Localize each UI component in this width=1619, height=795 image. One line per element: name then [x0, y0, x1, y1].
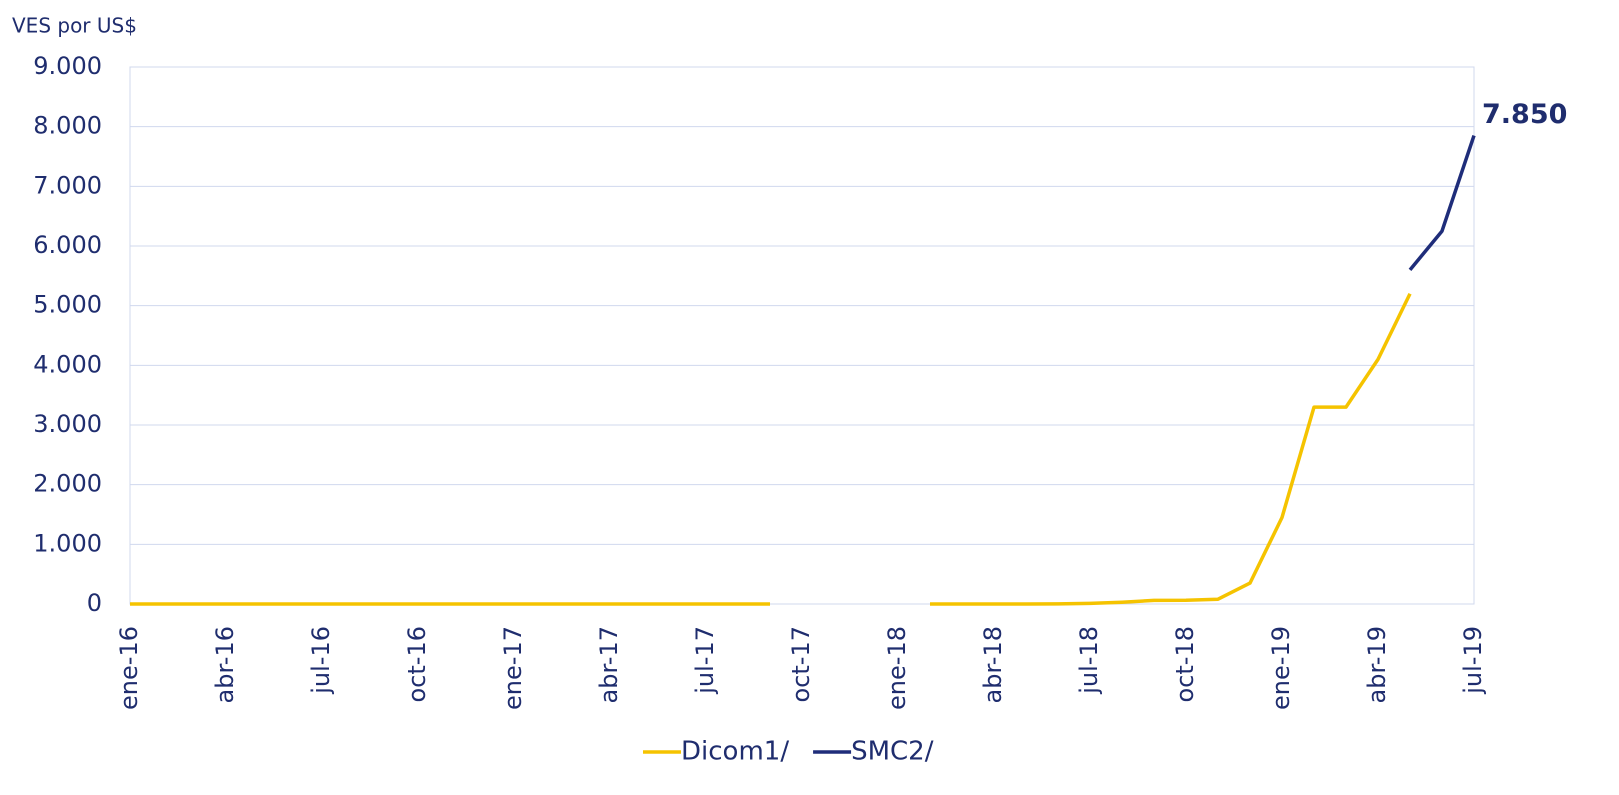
x-tick-label: abr-16	[211, 626, 239, 703]
y-tick-label: 0	[87, 589, 102, 617]
x-tick-label: ene-17	[499, 626, 527, 710]
x-tick-label: ene-19	[1267, 626, 1295, 710]
axis-title: VES por US$	[12, 14, 137, 38]
y-tick-label: 8.000	[33, 112, 102, 140]
series-line	[130, 292, 1412, 606]
x-tick-label: jul-17	[691, 626, 719, 695]
x-tick-label: jul-18	[1075, 626, 1103, 695]
x-tick-label: oct-17	[787, 626, 815, 703]
data-label: 7.850	[1482, 99, 1567, 130]
y-tick-label: 1.000	[33, 529, 102, 557]
y-tick-label: 2.000	[33, 470, 102, 498]
y-tick-label: 7.000	[33, 171, 102, 199]
y-tick-label: 4.000	[33, 350, 102, 378]
x-tick-label: ene-18	[883, 626, 911, 710]
x-tick-label: jul-19	[1459, 626, 1487, 695]
y-tick-label: 6.000	[33, 231, 102, 259]
legend-label: Dicom1/	[681, 737, 789, 767]
x-tick-label: oct-16	[403, 626, 431, 703]
x-tick-label: abr-18	[979, 626, 1007, 703]
x-tick-label: abr-19	[1363, 626, 1391, 703]
x-tick-label: abr-17	[595, 626, 623, 703]
legend-label: SMC2/	[851, 737, 934, 767]
series-line	[1408, 135, 1476, 271]
plot-frame	[129, 66, 1475, 605]
x-tick-label: oct-18	[1171, 626, 1199, 703]
y-tick-label: 3.000	[33, 410, 102, 438]
x-tick-label: jul-16	[307, 626, 335, 695]
x-tick-label: ene-16	[115, 626, 143, 710]
y-tick-label: 9.000	[33, 52, 102, 80]
y-tick-label: 5.000	[33, 291, 102, 319]
